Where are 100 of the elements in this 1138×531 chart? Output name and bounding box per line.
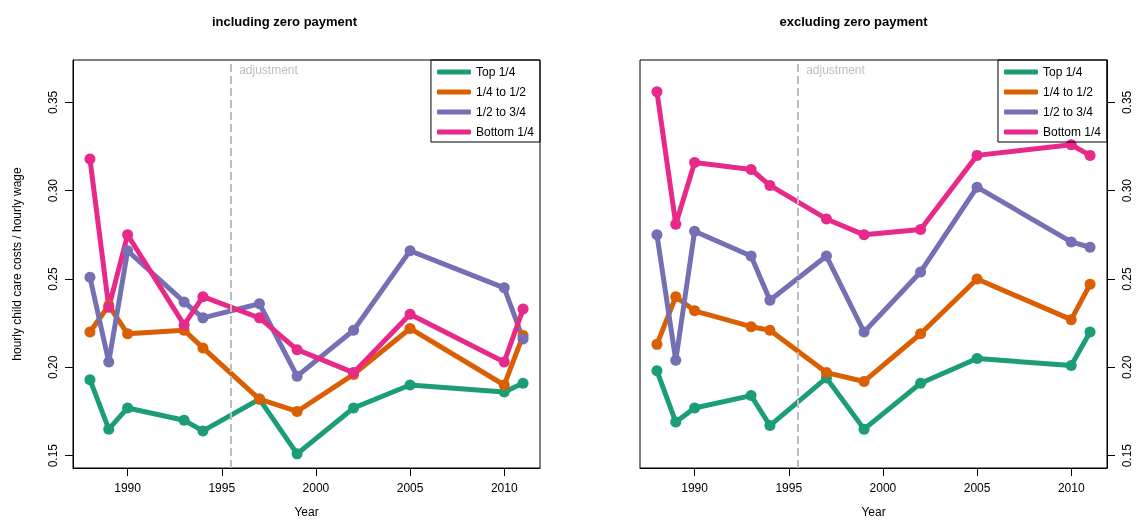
legend-label: Top 1/4 xyxy=(1042,65,1083,79)
point xyxy=(915,377,927,389)
point xyxy=(764,420,776,432)
x-tick-label: 2000 xyxy=(302,481,330,495)
point xyxy=(689,305,701,317)
point xyxy=(291,448,303,460)
point xyxy=(404,308,416,320)
y-axis-title: hourly child care costs / hourly wage xyxy=(10,166,24,361)
point xyxy=(858,423,870,435)
point xyxy=(122,328,134,340)
point xyxy=(764,179,776,191)
point xyxy=(84,271,96,283)
point xyxy=(915,328,927,340)
point xyxy=(670,218,682,230)
point xyxy=(253,298,265,310)
y-tick-label: 0.35 xyxy=(1120,90,1134,115)
point xyxy=(651,365,663,377)
point xyxy=(197,342,209,354)
point xyxy=(1065,314,1077,326)
point xyxy=(1084,326,1096,338)
legend-label: 1/4 to 1/2 xyxy=(1042,85,1094,99)
ref-line-label: adjustment xyxy=(239,63,299,77)
point xyxy=(745,321,757,333)
y-tick-label: 0.30 xyxy=(1120,178,1134,203)
point xyxy=(1065,236,1077,248)
point xyxy=(764,324,776,336)
point xyxy=(291,405,303,417)
point xyxy=(404,245,416,257)
point xyxy=(971,149,983,161)
point xyxy=(291,344,303,356)
x-axis-title: Year xyxy=(861,505,886,519)
y-tick-label: 0.20 xyxy=(1120,355,1134,379)
point xyxy=(745,164,757,175)
x-tick-label: 2005 xyxy=(396,481,424,495)
x-tick-label: 2010 xyxy=(490,481,518,495)
y-tick-label: 0.20 xyxy=(46,355,60,379)
chart-title: including zero payment xyxy=(211,14,358,29)
x-axis-title: Year xyxy=(294,505,319,519)
point xyxy=(84,374,96,386)
y-tick-label: 0.15 xyxy=(1120,443,1134,468)
x-tick-label: 2000 xyxy=(869,481,897,495)
point xyxy=(1065,360,1077,372)
point xyxy=(517,303,529,315)
point xyxy=(197,291,209,303)
point xyxy=(820,213,832,225)
point xyxy=(517,377,529,389)
point xyxy=(103,356,115,368)
point xyxy=(745,390,757,402)
x-tick-label: 1995 xyxy=(775,481,803,495)
point xyxy=(498,356,510,368)
point xyxy=(197,312,209,324)
point xyxy=(689,225,701,237)
point xyxy=(670,291,682,303)
point xyxy=(1084,241,1096,253)
point xyxy=(651,86,663,98)
chart-title: excluding zero payment xyxy=(779,14,929,29)
x-tick-label: 2005 xyxy=(963,481,991,495)
point xyxy=(348,324,360,336)
point xyxy=(84,153,96,165)
point xyxy=(178,319,190,331)
x-tick-label: 1995 xyxy=(208,481,236,495)
point xyxy=(820,367,832,379)
point xyxy=(971,181,983,193)
point xyxy=(820,250,832,262)
point xyxy=(103,423,115,435)
point xyxy=(404,379,416,391)
point xyxy=(253,312,265,324)
point xyxy=(915,224,927,236)
point xyxy=(178,296,190,308)
point xyxy=(971,273,983,285)
y-tick-label: 0.15 xyxy=(46,443,60,468)
point xyxy=(291,370,303,382)
y-tick-label: 0.25 xyxy=(46,267,60,291)
x-tick-label: 1990 xyxy=(114,481,142,495)
legend-label: Top 1/4 xyxy=(475,65,516,79)
point xyxy=(858,375,870,387)
point xyxy=(689,402,701,414)
point xyxy=(915,266,927,278)
point xyxy=(651,229,663,241)
x-tick-label: 1990 xyxy=(681,481,709,495)
point xyxy=(197,425,209,437)
point xyxy=(670,354,682,366)
point xyxy=(178,414,190,426)
legend-label: 1/4 to 1/2 xyxy=(475,85,527,99)
legend-label: Bottom 1/4 xyxy=(1042,125,1102,139)
point xyxy=(498,282,510,294)
point xyxy=(670,416,682,428)
ref-line-label: adjustment xyxy=(806,63,866,77)
y-tick-label: 0.35 xyxy=(46,90,60,115)
point xyxy=(1084,278,1096,290)
point xyxy=(858,326,870,338)
point xyxy=(404,322,416,334)
point xyxy=(348,402,360,414)
point xyxy=(84,326,96,338)
point xyxy=(971,353,983,364)
y-tick-label: 0.30 xyxy=(46,178,60,203)
point xyxy=(858,229,870,241)
point xyxy=(651,338,663,350)
point xyxy=(122,402,134,414)
point xyxy=(122,245,134,257)
